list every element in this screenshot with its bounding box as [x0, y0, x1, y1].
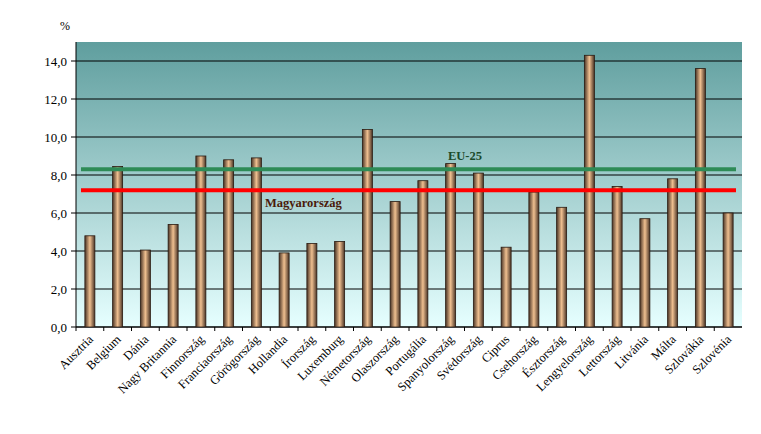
category-label: Litvánia — [612, 332, 652, 372]
tick-mark — [71, 289, 76, 290]
x-tick — [520, 327, 521, 331]
tick-label: 0,0 — [51, 320, 67, 335]
bar — [446, 164, 456, 327]
bar — [279, 253, 289, 327]
bar — [418, 181, 428, 327]
tick-mark — [71, 137, 76, 138]
category-label: Hollandia — [245, 332, 290, 377]
bar — [640, 219, 650, 327]
tick-mark — [71, 175, 76, 176]
tick-label: 2,0 — [51, 282, 67, 297]
plot-area — [76, 42, 742, 327]
bar — [362, 129, 372, 327]
bar — [335, 242, 345, 328]
bar — [723, 213, 733, 327]
axis-label: % — [60, 19, 70, 33]
bar — [251, 158, 261, 327]
bar — [307, 243, 317, 327]
tick-mark — [71, 99, 76, 100]
y-axis — [76, 42, 77, 327]
bar — [668, 179, 678, 327]
bar — [612, 186, 622, 327]
x-tick — [76, 327, 77, 331]
tick-mark — [71, 251, 76, 252]
x-tick — [298, 327, 299, 331]
tick-mark — [71, 327, 76, 328]
x-tick — [603, 327, 604, 331]
x-tick — [270, 327, 271, 331]
grid-line — [76, 61, 742, 62]
x-tick — [714, 327, 715, 331]
bar — [168, 224, 178, 327]
reference-line — [81, 167, 736, 171]
grid-line — [76, 175, 742, 176]
bar — [473, 173, 483, 327]
x-tick — [242, 327, 243, 331]
x-tick — [159, 327, 160, 331]
bar — [85, 236, 95, 327]
x-tick — [214, 327, 215, 331]
chart: 0,02,04,06,08,010,012,014,0%AusztriaBelg… — [0, 0, 761, 434]
bar — [501, 247, 511, 327]
tick-label: 6,0 — [51, 206, 67, 221]
grid-line — [76, 137, 742, 138]
tick-label: 8,0 — [51, 168, 67, 183]
x-tick — [575, 327, 576, 331]
category-label: Szlovénia — [689, 332, 734, 377]
x-tick — [436, 327, 437, 331]
tick-mark — [71, 213, 76, 214]
tick-label: 4,0 — [51, 244, 67, 259]
x-tick — [353, 327, 354, 331]
reference-line — [81, 188, 736, 192]
x-tick — [547, 327, 548, 331]
tick-label: 14,0 — [44, 54, 67, 69]
x-tick — [464, 327, 465, 331]
x-tick — [686, 327, 687, 331]
bar — [224, 160, 234, 327]
x-tick — [409, 327, 410, 331]
bar — [529, 192, 539, 327]
tick-label: 12,0 — [44, 92, 67, 107]
x-tick — [658, 327, 659, 331]
bar — [390, 202, 400, 327]
category-label: Svédország — [434, 332, 485, 383]
category-label: Belgium — [83, 332, 124, 373]
grid-line — [76, 213, 742, 214]
tick-label: 10,0 — [44, 130, 67, 145]
x-tick — [131, 327, 132, 331]
reference-label: Magyarország — [265, 196, 343, 210]
bar — [140, 250, 150, 327]
x-tick — [187, 327, 188, 331]
reference-lines — [81, 169, 736, 190]
x-tick — [381, 327, 382, 331]
x-tick — [631, 327, 632, 331]
bar — [695, 69, 705, 327]
bar — [196, 156, 206, 327]
bar — [557, 207, 567, 327]
x-tick — [325, 327, 326, 331]
reference-label: EU-25 — [448, 149, 482, 163]
x-tick — [103, 327, 104, 331]
tick-mark — [71, 61, 76, 62]
grid-line — [76, 99, 742, 100]
x-tick — [492, 327, 493, 331]
